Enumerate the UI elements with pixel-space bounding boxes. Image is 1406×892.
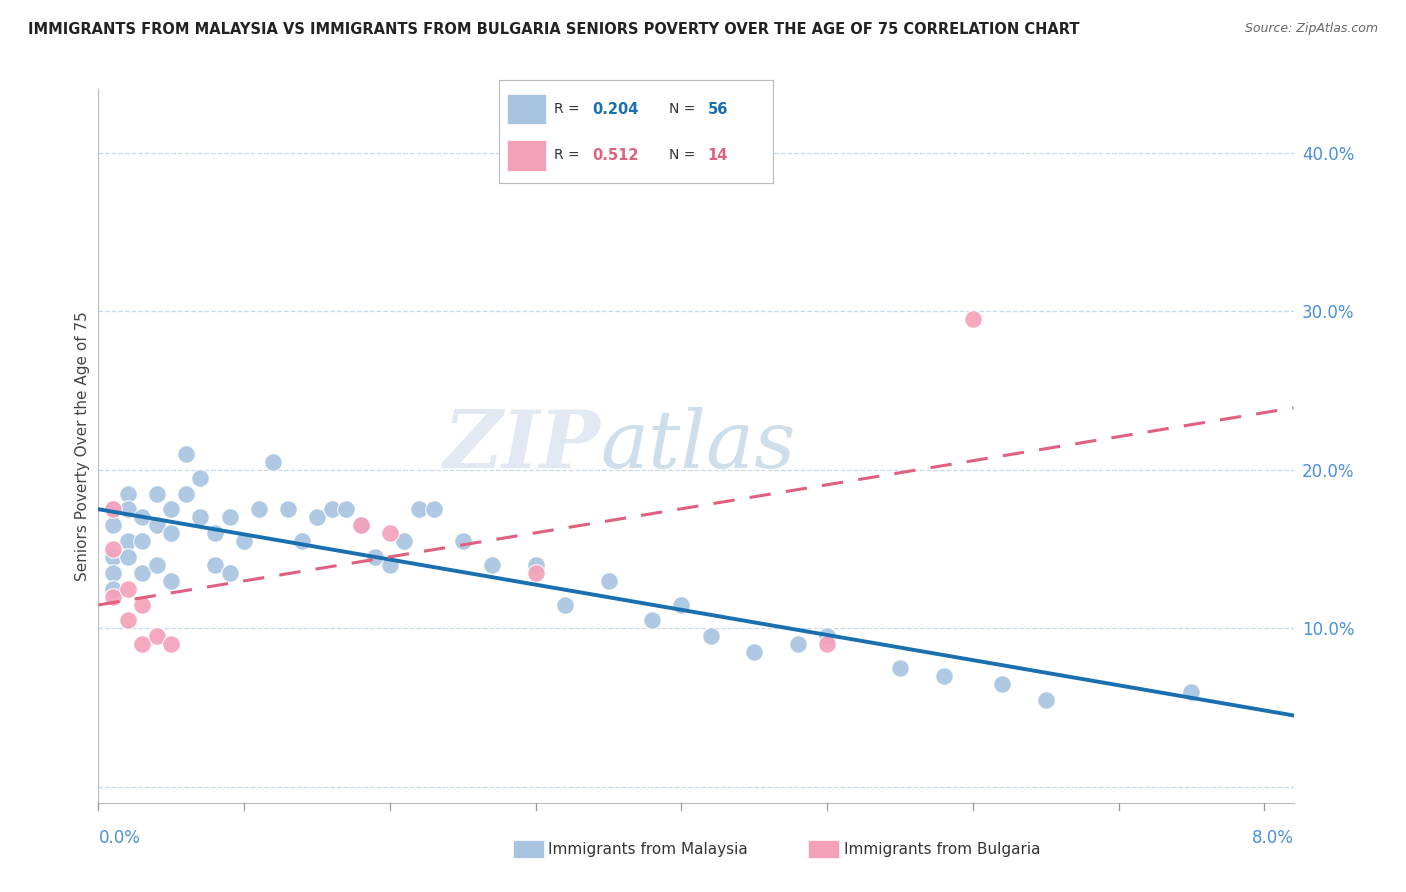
Point	[117, 582, 139, 596]
Point	[321, 502, 343, 516]
Point	[962, 312, 984, 326]
Point	[815, 629, 838, 643]
Text: atlas: atlas	[600, 408, 796, 484]
Point	[1180, 685, 1202, 699]
Bar	[508, 94, 546, 124]
Point	[145, 518, 167, 533]
Text: R =: R =	[554, 102, 583, 116]
Point	[117, 549, 139, 564]
Y-axis label: Seniors Poverty Over the Age of 75: Seniors Poverty Over the Age of 75	[75, 311, 90, 581]
Point	[101, 549, 124, 564]
Point	[233, 534, 256, 549]
Point	[408, 502, 430, 516]
Bar	[508, 140, 546, 170]
Point	[160, 574, 183, 588]
Text: IMMIGRANTS FROM MALAYSIA VS IMMIGRANTS FROM BULGARIA SENIORS POVERTY OVER THE AG: IMMIGRANTS FROM MALAYSIA VS IMMIGRANTS F…	[28, 22, 1080, 37]
Point	[190, 510, 212, 524]
Point	[131, 637, 153, 651]
Point	[524, 558, 547, 572]
Point	[787, 637, 810, 651]
Point	[350, 518, 373, 533]
Point	[889, 661, 911, 675]
Point	[101, 566, 124, 580]
Point	[394, 534, 416, 549]
Point	[815, 637, 838, 651]
Text: Source: ZipAtlas.com: Source: ZipAtlas.com	[1244, 22, 1378, 36]
Point	[742, 645, 765, 659]
Point	[174, 486, 197, 500]
Text: R =: R =	[554, 148, 583, 162]
Text: N =: N =	[669, 148, 700, 162]
Point	[174, 447, 197, 461]
Text: 0.512: 0.512	[592, 148, 638, 162]
Point	[117, 614, 139, 628]
Point	[991, 677, 1014, 691]
Point	[277, 502, 299, 516]
Point	[160, 502, 183, 516]
Point	[641, 614, 664, 628]
Point	[305, 510, 328, 524]
Point	[524, 566, 547, 580]
Point	[117, 502, 139, 516]
Point	[101, 582, 124, 596]
Point	[218, 566, 240, 580]
Text: Immigrants from Bulgaria: Immigrants from Bulgaria	[844, 842, 1040, 856]
Point	[422, 502, 444, 516]
Point	[131, 510, 153, 524]
Point	[117, 534, 139, 549]
Point	[378, 526, 401, 541]
Point	[699, 629, 721, 643]
Point	[204, 526, 226, 541]
Point	[101, 502, 124, 516]
Point	[451, 534, 474, 549]
Point	[190, 471, 212, 485]
Point	[204, 558, 226, 572]
Point	[218, 510, 240, 524]
Point	[131, 534, 153, 549]
Text: N =: N =	[669, 102, 700, 116]
Text: 8.0%: 8.0%	[1251, 829, 1294, 847]
Text: 14: 14	[707, 148, 728, 162]
Text: Immigrants from Malaysia: Immigrants from Malaysia	[548, 842, 748, 856]
Point	[145, 629, 167, 643]
Text: 0.0%: 0.0%	[98, 829, 141, 847]
Point	[364, 549, 387, 564]
Point	[160, 526, 183, 541]
Point	[131, 598, 153, 612]
Point	[1035, 692, 1057, 706]
Point	[481, 558, 503, 572]
Point	[145, 486, 167, 500]
Point	[932, 669, 955, 683]
Point	[145, 558, 167, 572]
Point	[598, 574, 620, 588]
Point	[101, 590, 124, 604]
Point	[350, 518, 373, 533]
Point	[117, 486, 139, 500]
Point	[247, 502, 270, 516]
Text: 56: 56	[707, 102, 728, 117]
Point	[335, 502, 357, 516]
Point	[378, 558, 401, 572]
Text: 0.204: 0.204	[592, 102, 638, 117]
Point	[291, 534, 314, 549]
Point	[101, 542, 124, 557]
Point	[160, 637, 183, 651]
Text: ZIP: ZIP	[443, 408, 600, 484]
Point	[262, 455, 284, 469]
Point	[101, 502, 124, 516]
Point	[554, 598, 576, 612]
Point	[671, 598, 693, 612]
Point	[131, 566, 153, 580]
Point	[101, 518, 124, 533]
